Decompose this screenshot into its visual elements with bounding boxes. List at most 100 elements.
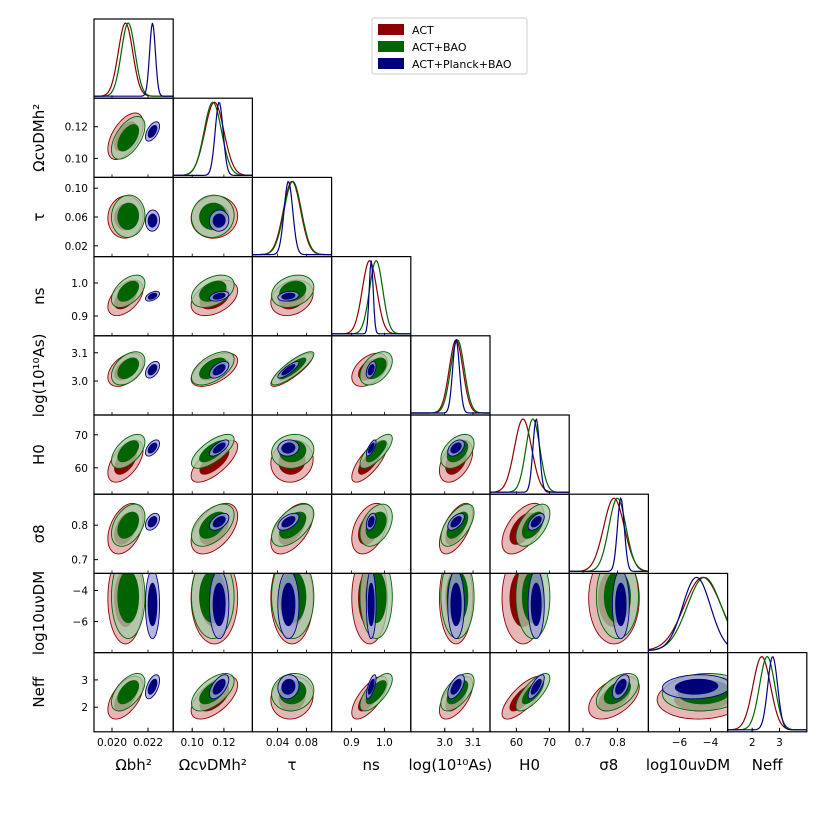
contour-68-act-planck-bao (147, 292, 158, 300)
marginal-curve-ACT+BAO (173, 101, 253, 176)
x-axis-label-s8: σ8 (599, 756, 618, 774)
marginal-curve-ACT+Planck+BAO (648, 576, 728, 652)
contour-68-act-planck-bao (450, 582, 462, 627)
y-tick-label: 0.10 (65, 153, 88, 165)
y-tick-label: 0.7 (71, 555, 88, 567)
contour-68-act-planck-bao (281, 678, 296, 695)
x-tick-label: 0.8 (609, 737, 626, 749)
contour-68-act-planck-bao (674, 678, 719, 695)
marginal-curve-ACT+Planck+BAO (331, 260, 411, 335)
marginal-curve-ACT+BAO (94, 22, 174, 97)
legend-box (371, 17, 528, 75)
x-tick-label: 0.022 (133, 737, 163, 749)
marginal-curve-ACT+BAO (410, 339, 490, 414)
panel-oc-vs-oc (173, 101, 253, 176)
panel-u-vs-h0 (501, 573, 551, 645)
x-tick-label: 3.1 (465, 737, 482, 749)
contour-68-act-bao (117, 357, 140, 380)
y-tick-label: 60 (75, 463, 88, 475)
contour-68-act-bao (117, 202, 140, 230)
contour-68-act-bao (117, 280, 140, 302)
panel-u-vs-oc (190, 573, 239, 645)
panel-u-vs-s8 (588, 573, 640, 645)
panel-as-vs-as (410, 338, 490, 414)
panel-h0-vs-ns (351, 433, 393, 483)
marginal-curve-ACT+BAO (331, 259, 411, 335)
contour-68-act-planck-bao (367, 582, 375, 627)
y-axis-label-as: log(10¹⁰As) (30, 334, 48, 418)
x-axis-label-ob: Ωbh² (115, 756, 152, 774)
panel-frame (410, 335, 491, 416)
x-axis-label-neff: Neff (752, 756, 783, 774)
panel-ob-vs-ob (94, 22, 174, 97)
contour-68-act-planck-bao (281, 292, 296, 300)
legend: ACT ACT+BAO ACT+Planck+BAO (371, 17, 528, 75)
marginal-curve-ACT (569, 497, 649, 572)
panel-s8-vs-as (438, 502, 475, 555)
panel-h0-vs-oc (190, 433, 239, 483)
panel-u-vs-tau (270, 573, 315, 645)
marginal-curve-ACT+Planck+BAO (252, 180, 332, 256)
contour-68-act-planck-bao (212, 516, 226, 528)
y-tick-label: 0.8 (71, 520, 88, 532)
panel-h0-vs-as (438, 433, 475, 483)
contour-68-act-planck-bao (450, 442, 462, 454)
contour-68-act-planck-bao (530, 582, 542, 627)
x-tick-label: 70 (543, 737, 556, 749)
marginal-curve-ACT+BAO (252, 180, 332, 256)
panel-tau-vs-ob (107, 194, 160, 239)
panel-s8-vs-oc (190, 502, 239, 555)
contour-68-act-planck-bao (530, 678, 542, 695)
panel-neff-vs-neff (727, 655, 807, 731)
x-tick-label: 0.12 (212, 737, 235, 749)
x-tick-label: 3.0 (436, 737, 453, 749)
panel-oc-vs-ob (107, 112, 161, 160)
marginal-curve-ACT+Planck+BAO (410, 338, 490, 414)
y-axis-label-neff: Neff (30, 676, 48, 707)
y-tick-label: 3 (81, 675, 88, 687)
contour-68-act-planck-bao (281, 442, 296, 454)
contour-68-act-bao (117, 511, 140, 539)
legend-swatch (378, 58, 404, 69)
panel-h0-vs-tau (270, 433, 315, 483)
contour-68-act-planck-bao (147, 582, 158, 627)
x-axis-label-as: log(10¹⁰As) (409, 756, 493, 774)
y-tick-label: 0.12 (65, 122, 88, 134)
panel-u-vs-ob (107, 573, 161, 645)
y-tick-label: 0.06 (65, 212, 89, 224)
panel-s8-vs-s8 (569, 496, 649, 572)
legend-entry: ACT+Planck+BAO (412, 58, 512, 71)
panel-neff-vs-h0 (501, 673, 551, 720)
panel-neff-vs-ob (107, 673, 161, 720)
panel-frame (647, 572, 729, 654)
y-axis-label-tau: τ (30, 212, 48, 221)
x-tick-label: −4 (703, 737, 719, 749)
contour-68-act-planck-bao (281, 364, 296, 376)
panel-ns-vs-ob (107, 274, 161, 317)
panel-neff-vs-tau (270, 673, 315, 720)
panel-as-vs-tau (270, 351, 315, 387)
contour-68-act-planck-bao (147, 516, 158, 528)
panel-neff-vs-u (656, 673, 728, 720)
y-axis-label-s8: σ8 (30, 524, 48, 543)
y-tick-label: 3.0 (71, 376, 88, 388)
marginal-curve-ACT+Planck+BAO (727, 656, 807, 731)
contour-68-act-planck-bao (281, 516, 296, 528)
x-axis-label-u: log10uνDM (646, 756, 730, 774)
panel-ns-vs-tau (270, 274, 315, 317)
contour-68-act-planck-bao (450, 516, 462, 528)
x-tick-label: 0.020 (97, 737, 127, 749)
contour-68-act-bao (117, 680, 140, 705)
contour-68-act-bao (117, 124, 140, 152)
x-tick-label: 0.10 (181, 737, 204, 749)
y-tick-label: 3.1 (71, 348, 88, 360)
marginal-curve-ACT (173, 101, 253, 176)
contour-68-act-bao (117, 573, 140, 624)
legend-swatch (378, 24, 404, 35)
panel-s8-vs-tau (270, 502, 315, 555)
panel-ns-vs-ns (331, 259, 411, 335)
panel-u-vs-ns (351, 573, 393, 645)
marginal-curve-ACT (94, 22, 174, 97)
panel-tau-vs-tau (252, 180, 332, 256)
